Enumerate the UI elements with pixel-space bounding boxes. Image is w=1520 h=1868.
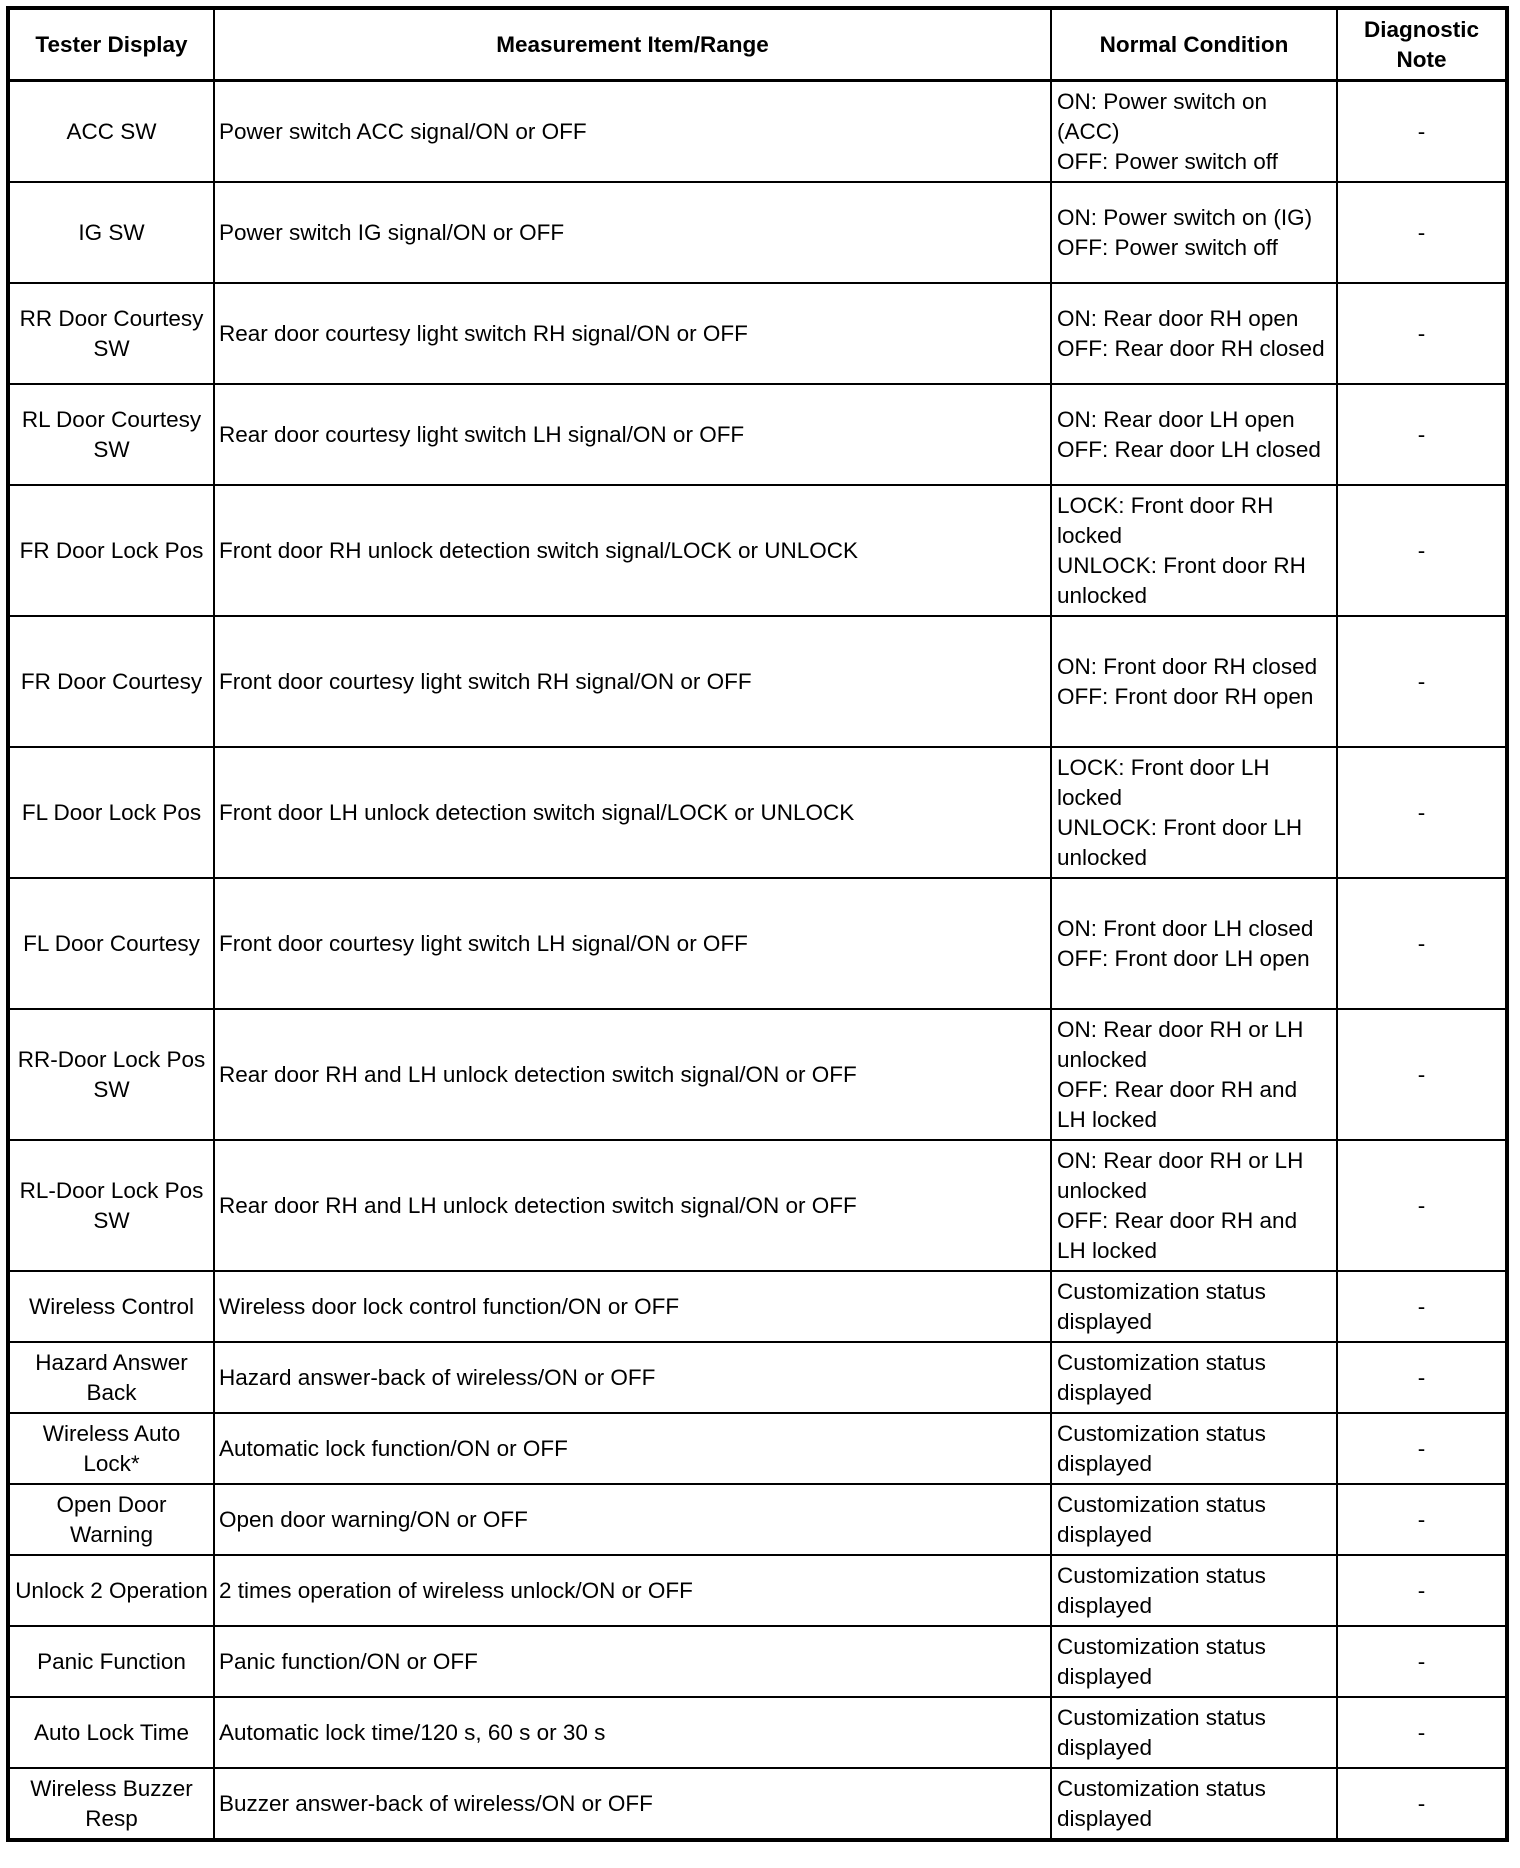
data-list-table: Tester Display Measurement Item/Range No… [6,6,1509,1842]
normal-condition-cell: ON: Rear door RH or LH unlocked OFF: Rea… [1050,1008,1338,1141]
diagnostic-note-cell: - [1336,1767,1508,1841]
measurement-item-cell: Front door LH unlock detection switch si… [213,746,1052,879]
table-row: Open Door Warning Open door warning/ON or… [7,1483,1508,1556]
table-row: RR Door Courtesy SW Rear door courtesy li… [7,282,1508,385]
table-row: ACC SW Power switch ACC signal/ON or OFF O… [7,79,1508,183]
table-row: RL Door Courtesy SW Rear door courtesy li… [7,383,1508,486]
header-tester-display: Tester Display [7,7,215,82]
tester-display-cell: IG SW [7,181,215,284]
tester-display-cell: Unlock 2 Operation [7,1554,215,1627]
measurement-item-cell: Rear door RH and LH unlock detection swi… [213,1008,1052,1141]
measurement-item-cell: Front door courtesy light switch LH sign… [213,877,1052,1010]
normal-condition-cell: Customization status displayed [1050,1270,1338,1343]
normal-condition-cell: ON: Rear door RH or LH unlocked OFF: Rea… [1050,1139,1338,1272]
table-row: RR-Door Lock Pos SW Rear door RH and LH u… [7,1008,1508,1141]
table-row: RL-Door Lock Pos SW Rear door RH and LH u… [7,1139,1508,1272]
measurement-item-cell: Open door warning/ON or OFF [213,1483,1052,1556]
table-row: Panic Function Panic function/ON or OFF Cu… [7,1625,1508,1698]
tester-display-cell: RL Door Courtesy SW [7,383,215,486]
measurement-item-cell: Front door RH unlock detection switch si… [213,484,1052,617]
diagnostic-note-cell: - [1336,181,1508,284]
table-row: FL Door Lock Pos Front door LH unlock det… [7,746,1508,879]
normal-condition-cell: ON: Power switch on (IG) OFF: Power swit… [1050,181,1338,284]
tester-display-cell: Hazard Answer Back [7,1341,215,1414]
diagnostic-note-cell: - [1336,484,1508,617]
normal-condition-cell: Customization status displayed [1050,1767,1338,1841]
measurement-item-cell: Buzzer answer-back of wireless/ON or OFF [213,1767,1052,1841]
measurement-item-cell: 2 times operation of wireless unlock/ON … [213,1554,1052,1627]
diagnostic-note-cell: - [1336,282,1508,385]
tester-display-cell: RR-Door Lock Pos SW [7,1008,215,1141]
normal-condition-cell: ON: Power switch on (ACC) OFF: Power swi… [1050,79,1338,183]
measurement-item-cell: Power switch ACC signal/ON or OFF [213,79,1052,183]
tester-display-cell: FR Door Courtesy [7,615,215,748]
measurement-item-cell: Rear door RH and LH unlock detection swi… [213,1139,1052,1272]
measurement-item-cell: Hazard answer-back of wireless/ON or OFF [213,1341,1052,1414]
tester-display-cell: Wireless Buzzer Resp [7,1767,215,1841]
tester-display-cell: Wireless Control [7,1270,215,1343]
tester-display-cell: RR Door Courtesy SW [7,282,215,385]
measurement-item-cell: Automatic lock function/ON or OFF [213,1412,1052,1485]
table-row: FR Door Lock Pos Front door RH unlock det… [7,484,1508,617]
header-diagnostic-note: Diagnostic Note [1336,7,1508,82]
normal-condition-cell: ON: Front door RH closed OFF: Front door… [1050,615,1338,748]
diagnostic-note-cell: - [1336,615,1508,748]
measurement-item-cell: Front door courtesy light switch RH sign… [213,615,1052,748]
header-measurement-item: Measurement Item/Range [213,7,1052,82]
diagnostic-note-cell: - [1336,746,1508,879]
measurement-item-cell: Rear door courtesy light switch LH signa… [213,383,1052,486]
diagnostic-note-cell: - [1336,1139,1508,1272]
normal-condition-cell: LOCK: Front door LH locked UNLOCK: Front… [1050,746,1338,879]
diagnostic-note-cell: - [1336,1341,1508,1414]
table-row: FL Door Courtesy Front door courtesy ligh… [7,877,1508,1010]
normal-condition-cell: LOCK: Front door RH locked UNLOCK: Front… [1050,484,1338,617]
table-row: IG SW Power switch IG signal/ON or OFF ON:… [7,181,1508,284]
normal-condition-cell: Customization status displayed [1050,1554,1338,1627]
diagnostic-note-cell: - [1336,1483,1508,1556]
diagnostic-note-cell: - [1336,79,1508,183]
measurement-item-cell: Wireless door lock control function/ON o… [213,1270,1052,1343]
measurement-item-cell: Automatic lock time/120 s, 60 s or 30 s [213,1696,1052,1769]
tester-display-cell: Panic Function [7,1625,215,1698]
table-row: Wireless Auto Lock* Automatic lock functi… [7,1412,1508,1485]
normal-condition-cell: Customization status displayed [1050,1483,1338,1556]
table-row: Auto Lock Time Automatic lock time/120 s,… [7,1696,1508,1769]
tester-display-cell: FL Door Lock Pos [7,746,215,879]
table-row: Wireless Control Wireless door lock contr… [7,1270,1508,1343]
diagnostic-note-cell: - [1336,877,1508,1010]
normal-condition-cell: ON: Rear door LH open OFF: Rear door LH … [1050,383,1338,486]
normal-condition-cell: Customization status displayed [1050,1625,1338,1698]
tester-display-cell: FL Door Courtesy [7,877,215,1010]
normal-condition-cell: ON: Rear door RH open OFF: Rear door RH … [1050,282,1338,385]
diagnostic-note-cell: - [1336,383,1508,486]
header-row: Tester Display Measurement Item/Range No… [7,7,1508,82]
normal-condition-cell: Customization status displayed [1050,1696,1338,1769]
tester-display-cell: FR Door Lock Pos [7,484,215,617]
diagnostic-note-cell: - [1336,1270,1508,1343]
diagnostic-note-cell: - [1336,1554,1508,1627]
measurement-item-cell: Rear door courtesy light switch RH signa… [213,282,1052,385]
diagnostic-note-cell: - [1336,1696,1508,1769]
tester-display-cell: Open Door Warning [7,1483,215,1556]
table-row: Wireless Buzzer Resp Buzzer answer-back o… [7,1767,1508,1841]
normal-condition-cell: Customization status displayed [1050,1341,1338,1414]
normal-condition-cell: ON: Front door LH closed OFF: Front door… [1050,877,1338,1010]
normal-condition-cell: Customization status displayed [1050,1412,1338,1485]
tester-display-cell: RL-Door Lock Pos SW [7,1139,215,1272]
tester-display-cell: ACC SW [7,79,215,183]
measurement-item-cell: Panic function/ON or OFF [213,1625,1052,1698]
tester-display-cell: Wireless Auto Lock* [7,1412,215,1485]
table-row: Hazard Answer Back Hazard answer-back of … [7,1341,1508,1414]
header-normal-condition: Normal Condition [1050,7,1338,82]
diagnostic-note-cell: - [1336,1008,1508,1141]
table-row: Unlock 2 Operation 2 times operation of w… [7,1554,1508,1627]
diagnostic-note-cell: - [1336,1625,1508,1698]
table-row: FR Door Courtesy Front door courtesy ligh… [7,615,1508,748]
diagnostic-note-cell: - [1336,1412,1508,1485]
tester-display-cell: Auto Lock Time [7,1696,215,1769]
measurement-item-cell: Power switch IG signal/ON or OFF [213,181,1052,284]
